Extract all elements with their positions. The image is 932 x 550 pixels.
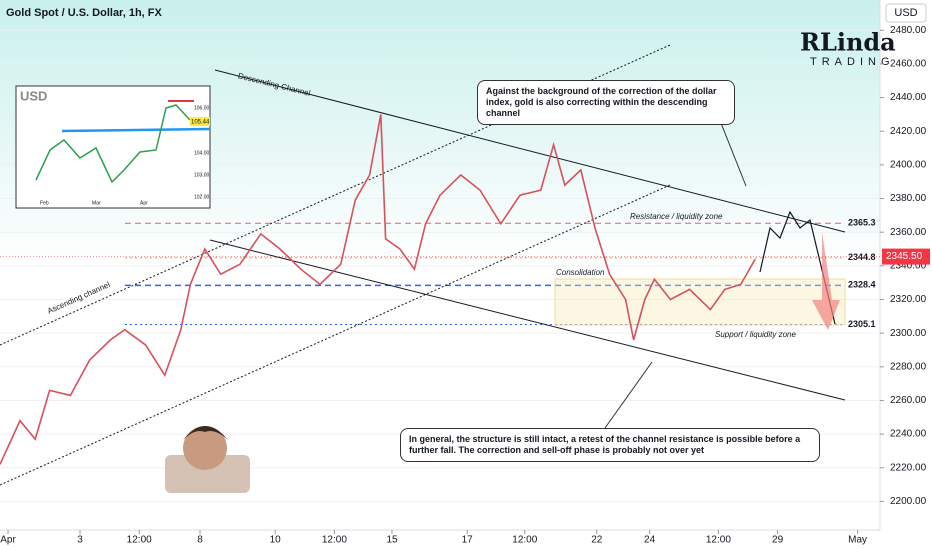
y-tick-label: 2440.00 xyxy=(890,92,927,103)
inset-tick: Mar xyxy=(92,200,101,206)
inset-title: USD xyxy=(20,88,47,103)
x-tick-label: 29 xyxy=(772,535,784,546)
y-tick-label: 2400.00 xyxy=(890,160,927,171)
y-tick-label: 2360.00 xyxy=(890,227,927,238)
y-tick-label: 2300.00 xyxy=(890,328,927,339)
inset-line xyxy=(35,104,191,184)
x-tick-label: 8 xyxy=(197,535,203,546)
x-tick-label: 17 xyxy=(462,535,474,546)
annotation: Against the background of the correction… xyxy=(477,80,735,125)
currency-box xyxy=(885,3,927,23)
inset-tick: Apr xyxy=(140,200,148,206)
level-label: 2344.8 xyxy=(848,252,876,262)
reaction-image xyxy=(165,426,250,493)
y-tick-label: 2280.00 xyxy=(890,361,927,372)
consolidation-zone xyxy=(554,278,846,326)
y-tick-label: 2260.00 xyxy=(890,395,927,406)
inset-tick: Feb xyxy=(40,200,49,206)
x-tick-label: 12:00 xyxy=(706,535,731,546)
y-tick-label: 2200.00 xyxy=(890,496,927,507)
zone-label: Consolidation xyxy=(556,268,605,277)
x-tick-label: 3 xyxy=(77,535,83,546)
inset-frame xyxy=(15,85,211,209)
x-tick-label: 24 xyxy=(644,535,656,546)
y-tick-label: 2320.00 xyxy=(890,294,927,305)
forecast-arrow xyxy=(812,232,840,330)
inset-tick: 102.00 xyxy=(194,194,210,200)
last-price-tag xyxy=(882,248,930,265)
x-tick-label: May xyxy=(848,535,867,546)
zone-label: Support / liquidity zone xyxy=(715,330,796,339)
level-label: 2328.4 xyxy=(848,280,876,290)
image-hair xyxy=(183,426,228,440)
y-tick-label: 2380.00 xyxy=(890,193,927,204)
y-tick-label: 2460.00 xyxy=(890,59,927,70)
currency: USD xyxy=(894,7,917,19)
channel-line xyxy=(209,239,846,401)
zone-label: Resistance / liquidity zone xyxy=(630,212,723,221)
inset-chart: USD 105.44 106.00 104.00 103.00 102.00 F… xyxy=(15,85,211,209)
axis-background xyxy=(880,0,932,550)
x-tick-label: 22 xyxy=(591,535,603,546)
y-tick-label: 2480.00 xyxy=(890,25,927,36)
x-tick-label: Apr xyxy=(0,535,16,546)
level-label: 2305.1 xyxy=(848,319,876,329)
projection-arrow xyxy=(759,210,836,325)
x-tick-label: 12:00 xyxy=(127,535,152,546)
inset-price: 105.44 xyxy=(191,120,210,126)
x-tick-label: 12:00 xyxy=(512,535,537,546)
x-tick-label: 10 xyxy=(270,535,282,546)
y-tick-label: 2220.00 xyxy=(890,462,927,473)
y-tick-label: 2340.00 xyxy=(890,260,927,271)
image-body xyxy=(165,455,250,493)
y-tick-label: 2240.00 xyxy=(890,429,927,440)
image-face xyxy=(183,426,227,470)
logo-name: RLinda xyxy=(800,28,896,57)
annotation: In general, the structure is still intac… xyxy=(400,428,820,462)
level-label: 2365.3 xyxy=(848,218,876,228)
price-line xyxy=(0,114,756,465)
inset-tick: 106.00 xyxy=(194,105,210,111)
inset-tick: 103.00 xyxy=(194,172,210,178)
channel-line xyxy=(214,69,846,233)
x-tick-label: 15 xyxy=(386,535,398,546)
logo-tagline: TRADING xyxy=(810,56,895,68)
last-price-label: 2345.50 xyxy=(886,251,923,262)
x-tick-label: 12:00 xyxy=(322,535,347,546)
inset-tick: 104.00 xyxy=(194,150,210,156)
inset-line xyxy=(61,127,211,133)
y-tick-label: 2420.00 xyxy=(890,126,927,137)
callout-pointer xyxy=(604,361,653,429)
chart-title: Gold Spot / U.S. Dollar, 1h, FX xyxy=(6,7,163,19)
inset-price-tag xyxy=(190,117,210,126)
